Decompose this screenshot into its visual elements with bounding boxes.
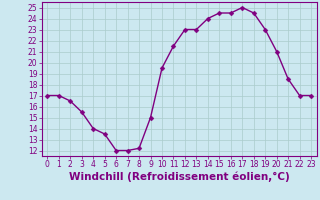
X-axis label: Windchill (Refroidissement éolien,°C): Windchill (Refroidissement éolien,°C)	[69, 172, 290, 182]
